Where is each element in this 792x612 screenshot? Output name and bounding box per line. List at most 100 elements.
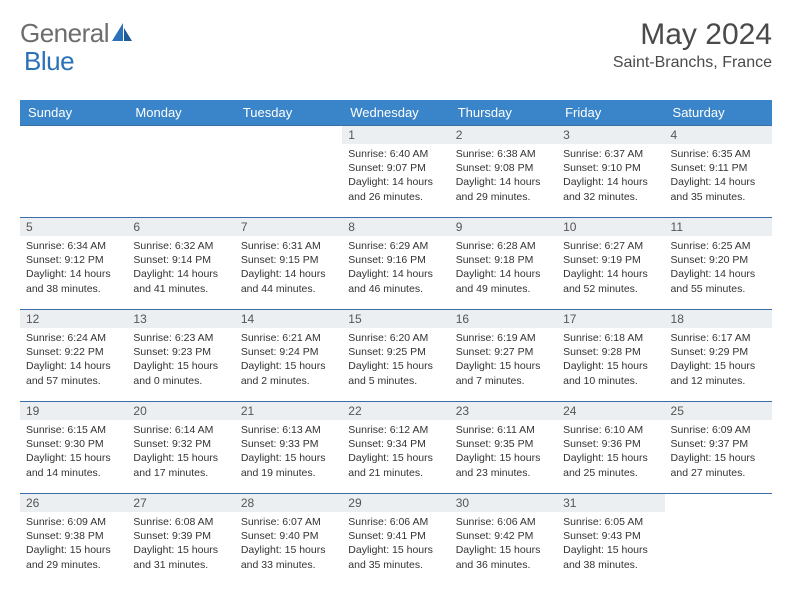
day-line: Sunset: 9:29 PM: [671, 345, 766, 359]
day-line: Sunrise: 6:34 AM: [26, 239, 121, 253]
calendar-table: Sunday Monday Tuesday Wednesday Thursday…: [20, 100, 772, 586]
calendar-day-cell: 19Sunrise: 6:15 AMSunset: 9:30 PMDayligh…: [20, 402, 127, 494]
calendar-day-cell: [127, 126, 234, 218]
day-number: 26: [20, 494, 127, 512]
day-line: Sunrise: 6:21 AM: [241, 331, 336, 345]
day-line: Daylight: 15 hours: [26, 451, 121, 465]
day-details: Sunrise: 6:37 AMSunset: 9:10 PMDaylight:…: [557, 144, 664, 208]
day-details: Sunrise: 6:17 AMSunset: 9:29 PMDaylight:…: [665, 328, 772, 392]
day-line: and 25 minutes.: [563, 466, 658, 480]
day-line: Daylight: 14 hours: [133, 267, 228, 281]
day-line: and 19 minutes.: [241, 466, 336, 480]
day-line: Sunrise: 6:40 AM: [348, 147, 443, 161]
day-line: Sunset: 9:08 PM: [456, 161, 551, 175]
day-details: Sunrise: 6:21 AMSunset: 9:24 PMDaylight:…: [235, 328, 342, 392]
day-line: and 32 minutes.: [563, 190, 658, 204]
day-line: Sunrise: 6:18 AM: [563, 331, 658, 345]
calendar-body: 1Sunrise: 6:40 AMSunset: 9:07 PMDaylight…: [20, 126, 772, 586]
day-line: and 33 minutes.: [241, 558, 336, 572]
day-number: 19: [20, 402, 127, 420]
day-line: Daylight: 15 hours: [456, 543, 551, 557]
weekday-header: Wednesday: [342, 100, 449, 126]
weekday-header: Friday: [557, 100, 664, 126]
day-line: and 26 minutes.: [348, 190, 443, 204]
day-details: Sunrise: 6:31 AMSunset: 9:15 PMDaylight:…: [235, 236, 342, 300]
day-details: Sunrise: 6:38 AMSunset: 9:08 PMDaylight:…: [450, 144, 557, 208]
day-line: and 44 minutes.: [241, 282, 336, 296]
day-line: Sunrise: 6:35 AM: [671, 147, 766, 161]
calendar-day-cell: 29Sunrise: 6:06 AMSunset: 9:41 PMDayligh…: [342, 494, 449, 586]
calendar-day-cell: 31Sunrise: 6:05 AMSunset: 9:43 PMDayligh…: [557, 494, 664, 586]
logo-line2: Blue: [24, 46, 74, 77]
day-line: Daylight: 15 hours: [241, 543, 336, 557]
day-line: Sunset: 9:40 PM: [241, 529, 336, 543]
day-line: Daylight: 14 hours: [26, 359, 121, 373]
day-details: Sunrise: 6:15 AMSunset: 9:30 PMDaylight:…: [20, 420, 127, 484]
day-details: Sunrise: 6:28 AMSunset: 9:18 PMDaylight:…: [450, 236, 557, 300]
day-line: Daylight: 14 hours: [456, 267, 551, 281]
day-line: Sunset: 9:16 PM: [348, 253, 443, 267]
day-line: Daylight: 15 hours: [26, 543, 121, 557]
logo: General: [20, 18, 133, 49]
day-line: and 38 minutes.: [563, 558, 658, 572]
calendar-day-cell: 18Sunrise: 6:17 AMSunset: 9:29 PMDayligh…: [665, 310, 772, 402]
day-line: and 23 minutes.: [456, 466, 551, 480]
day-line: Daylight: 14 hours: [348, 175, 443, 189]
calendar-day-cell: 11Sunrise: 6:25 AMSunset: 9:20 PMDayligh…: [665, 218, 772, 310]
day-number: 27: [127, 494, 234, 512]
day-line: Daylight: 15 hours: [348, 451, 443, 465]
day-details: Sunrise: 6:11 AMSunset: 9:35 PMDaylight:…: [450, 420, 557, 484]
day-line: Sunset: 9:35 PM: [456, 437, 551, 451]
page-header: General May 2024 Saint-Branchs, France: [20, 18, 772, 72]
day-line: Sunrise: 6:06 AM: [348, 515, 443, 529]
day-line: and 10 minutes.: [563, 374, 658, 388]
calendar-week-row: 1Sunrise: 6:40 AMSunset: 9:07 PMDaylight…: [20, 126, 772, 218]
calendar-day-cell: 3Sunrise: 6:37 AMSunset: 9:10 PMDaylight…: [557, 126, 664, 218]
day-line: Sunset: 9:32 PM: [133, 437, 228, 451]
day-line: and 57 minutes.: [26, 374, 121, 388]
calendar-day-cell: 10Sunrise: 6:27 AMSunset: 9:19 PMDayligh…: [557, 218, 664, 310]
day-line: and 38 minutes.: [26, 282, 121, 296]
day-line: Sunrise: 6:05 AM: [563, 515, 658, 529]
calendar-day-cell: 25Sunrise: 6:09 AMSunset: 9:37 PMDayligh…: [665, 402, 772, 494]
day-line: Sunset: 9:25 PM: [348, 345, 443, 359]
day-number: 2: [450, 126, 557, 144]
day-details: Sunrise: 6:09 AMSunset: 9:37 PMDaylight:…: [665, 420, 772, 484]
day-line: Sunset: 9:36 PM: [563, 437, 658, 451]
day-details: Sunrise: 6:25 AMSunset: 9:20 PMDaylight:…: [665, 236, 772, 300]
day-line: Sunrise: 6:25 AM: [671, 239, 766, 253]
day-line: Sunrise: 6:12 AM: [348, 423, 443, 437]
calendar-day-cell: 2Sunrise: 6:38 AMSunset: 9:08 PMDaylight…: [450, 126, 557, 218]
day-line: Daylight: 15 hours: [671, 359, 766, 373]
day-line: Daylight: 15 hours: [456, 359, 551, 373]
day-line: Sunset: 9:12 PM: [26, 253, 121, 267]
title-block: May 2024 Saint-Branchs, France: [613, 18, 772, 72]
day-number: 15: [342, 310, 449, 328]
day-line: Sunset: 9:33 PM: [241, 437, 336, 451]
day-line: Sunrise: 6:07 AM: [241, 515, 336, 529]
day-details: Sunrise: 6:29 AMSunset: 9:16 PMDaylight:…: [342, 236, 449, 300]
day-number: 25: [665, 402, 772, 420]
day-line: and 5 minutes.: [348, 374, 443, 388]
day-line: Daylight: 14 hours: [563, 175, 658, 189]
day-number: 3: [557, 126, 664, 144]
day-line: Sunrise: 6:06 AM: [456, 515, 551, 529]
day-line: Sunrise: 6:29 AM: [348, 239, 443, 253]
day-line: and 12 minutes.: [671, 374, 766, 388]
day-line: Sunset: 9:11 PM: [671, 161, 766, 175]
day-number: 12: [20, 310, 127, 328]
day-line: Sunset: 9:39 PM: [133, 529, 228, 543]
logo-text-1: General: [20, 18, 109, 49]
day-line: Daylight: 14 hours: [456, 175, 551, 189]
day-number: 20: [127, 402, 234, 420]
day-line: and 41 minutes.: [133, 282, 228, 296]
day-details: Sunrise: 6:18 AMSunset: 9:28 PMDaylight:…: [557, 328, 664, 392]
day-line: Sunrise: 6:37 AM: [563, 147, 658, 161]
day-line: and 31 minutes.: [133, 558, 228, 572]
calendar-day-cell: 6Sunrise: 6:32 AMSunset: 9:14 PMDaylight…: [127, 218, 234, 310]
day-line: Sunset: 9:38 PM: [26, 529, 121, 543]
day-line: Sunset: 9:14 PM: [133, 253, 228, 267]
day-details: Sunrise: 6:08 AMSunset: 9:39 PMDaylight:…: [127, 512, 234, 576]
day-details: Sunrise: 6:24 AMSunset: 9:22 PMDaylight:…: [20, 328, 127, 392]
calendar-day-cell: 30Sunrise: 6:06 AMSunset: 9:42 PMDayligh…: [450, 494, 557, 586]
